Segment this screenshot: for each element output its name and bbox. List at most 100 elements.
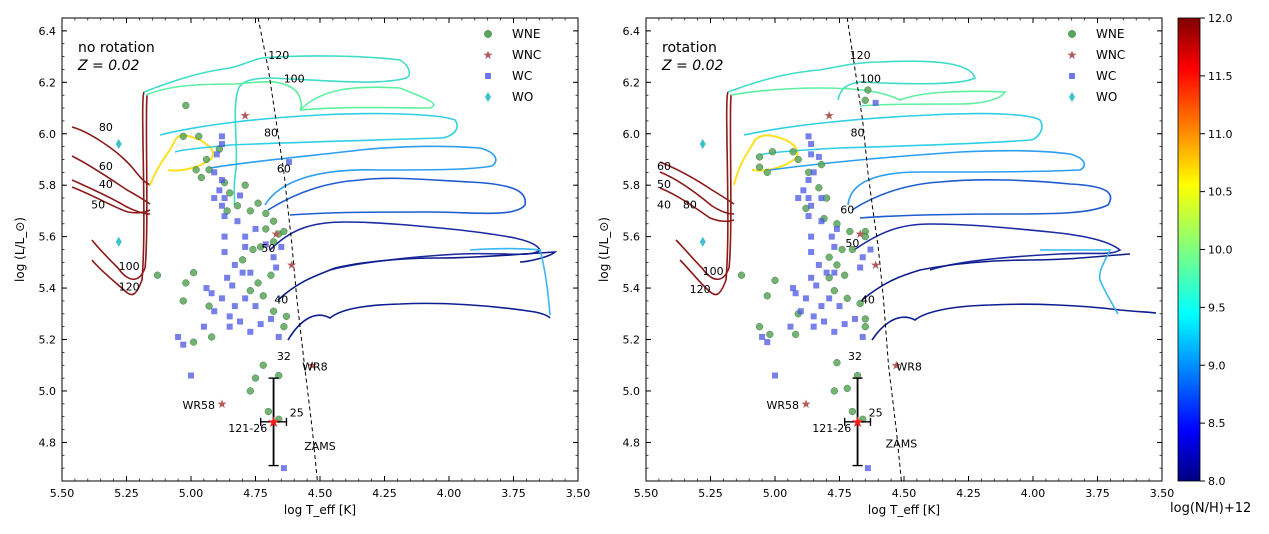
wc-point — [821, 318, 828, 325]
wne-point — [861, 232, 869, 241]
wne-point — [755, 153, 764, 161]
wc-point — [872, 99, 879, 106]
track-40 — [853, 223, 1122, 271]
track-label: 40 — [274, 294, 288, 307]
wc-point — [805, 195, 812, 202]
wc-point — [221, 195, 228, 202]
y-tick-label: 5.4 — [39, 282, 57, 295]
wc-point — [813, 282, 820, 289]
wne-point — [830, 387, 838, 395]
wc-point — [831, 243, 838, 250]
track-40-hook — [659, 187, 735, 223]
wc-point — [242, 243, 249, 250]
x-tick-label: 4.25 — [372, 487, 397, 500]
scatter-points: ★ ★ ★ ★ ★ ★ — [699, 86, 902, 472]
y-tick-label: 6.0 — [623, 128, 641, 141]
track-50-hook — [71, 186, 151, 214]
track-40 — [269, 221, 541, 271]
wne-point — [766, 330, 774, 339]
y-tick-label: 6.2 — [623, 76, 641, 89]
y-tick-label: 5.6 — [39, 231, 57, 244]
track-label: 60 — [277, 162, 291, 175]
track-label: 100 — [703, 265, 724, 278]
wne-point — [179, 297, 187, 305]
track-label: WR58 — [766, 399, 799, 412]
wne-point — [259, 361, 267, 369]
wc-point — [810, 313, 817, 320]
track-label: 50 — [657, 178, 671, 191]
y-tick-label: 6.2 — [39, 76, 57, 89]
track-label: 120 — [850, 49, 871, 62]
y-tick-label: 5.0 — [39, 385, 57, 398]
wc-point — [795, 195, 802, 202]
wc-point — [218, 177, 225, 184]
x-tick-label: 3.50 — [566, 487, 591, 500]
wne-point — [794, 155, 802, 164]
y-tick-label: 5.6 — [623, 231, 641, 244]
wne-point — [838, 245, 846, 254]
wc-point — [231, 261, 238, 268]
wnc-point: ★ — [870, 258, 881, 272]
legend-marker-wc — [1069, 73, 1075, 79]
wc-point — [810, 323, 817, 330]
wc-point — [759, 333, 766, 340]
x-tick-label: 5.50 — [634, 487, 659, 500]
axes: 5.50 5.25 5.00 4.75 4.50 4.25 4.00 3.75 3.50 4.8 5… — [597, 17, 1174, 517]
track-label: WR8 — [896, 360, 922, 373]
wc-point — [211, 169, 218, 176]
wo-point — [699, 236, 706, 247]
y-tick-label: 4.8 — [39, 436, 57, 449]
legend-label: WNE — [512, 27, 540, 41]
track-label: 50 — [845, 237, 859, 250]
track-label: 120 — [268, 49, 289, 62]
wc-point — [247, 269, 254, 276]
track-label: 80 — [683, 198, 697, 211]
wne-point — [282, 312, 291, 321]
wc-point — [818, 218, 825, 225]
wc-point — [242, 233, 249, 240]
wc-point — [815, 261, 822, 268]
wc-point — [213, 151, 220, 158]
wc-point — [859, 254, 866, 261]
colorbar-tick-label: 10.0 — [1208, 244, 1233, 257]
wc-point — [805, 133, 812, 140]
evolution-tracks — [659, 60, 1157, 341]
y-tick-label: 5.2 — [623, 334, 641, 347]
track-label: 100 — [119, 260, 140, 273]
wc-point — [218, 133, 225, 140]
x-axis-label: log T_eff [K] — [868, 503, 940, 517]
wne-point — [202, 155, 211, 164]
legend-marker-wnc: ★ — [483, 48, 494, 62]
wc-point — [828, 233, 835, 240]
axes: 5.50 5.25 5.00 4.75 4.50 4.25 4.00 3.75 3.50 4.8 5… — [13, 17, 591, 517]
wne-point — [182, 101, 190, 110]
x-tick-label: 5.25 — [114, 487, 139, 500]
colorbar-tick-label: 8.5 — [1208, 417, 1226, 430]
wc-point — [275, 333, 282, 340]
legend-marker-wo — [1069, 92, 1075, 102]
obs-star: ★ — [851, 413, 864, 431]
wc-point — [823, 269, 830, 276]
y-tick-label: 5.0 — [623, 385, 641, 398]
track-label: WR8 — [302, 360, 328, 373]
wne-point — [275, 371, 283, 380]
track-label: 120 — [690, 283, 711, 296]
wne-point — [197, 173, 205, 182]
y-tick-label: 5.8 — [623, 179, 641, 192]
legend-marker-wnc: ★ — [1067, 48, 1078, 62]
wc-point — [810, 169, 817, 176]
wc-point — [851, 315, 858, 322]
x-tick-label: 3.75 — [501, 487, 526, 500]
wc-point — [247, 328, 254, 335]
track-label: 40 — [99, 178, 113, 191]
wc-point — [867, 246, 874, 253]
wne-point — [843, 294, 851, 303]
wc-point — [231, 303, 238, 310]
track-50-hook — [659, 171, 735, 215]
colorbar-tick-label: 11.0 — [1208, 128, 1233, 141]
wne-point — [791, 330, 800, 339]
wne-point — [249, 245, 257, 254]
wne-point — [771, 276, 779, 285]
panel-annotation-title: no rotation — [78, 40, 155, 56]
track-label: 80 — [264, 126, 278, 139]
